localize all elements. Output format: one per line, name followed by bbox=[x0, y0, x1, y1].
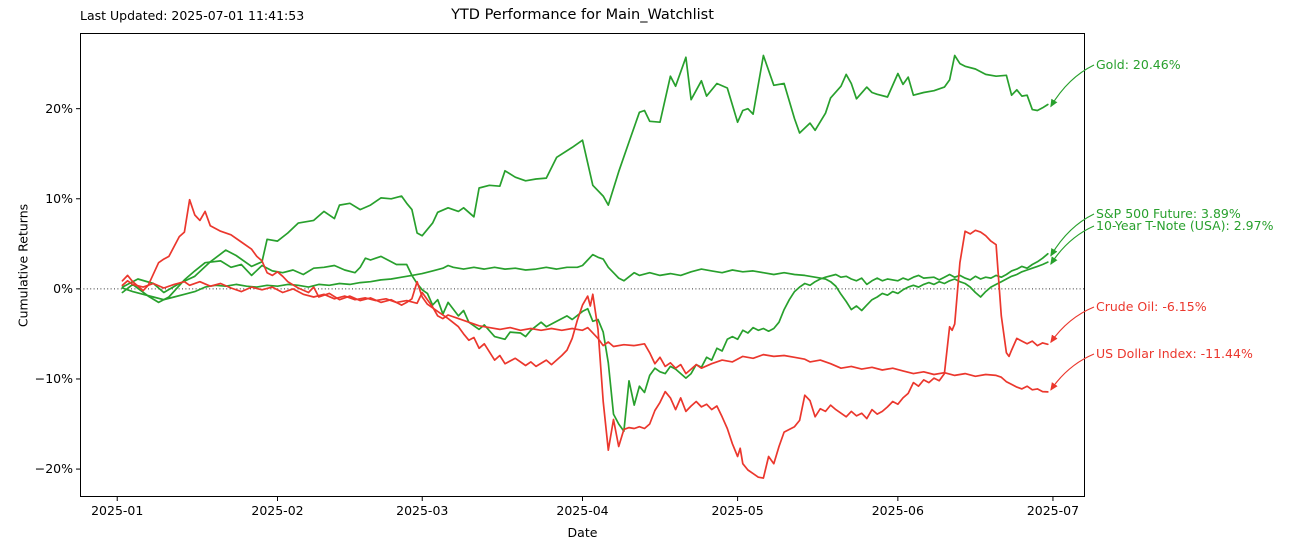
y-tick-label: −20% bbox=[34, 461, 73, 477]
annotation-gold: Gold: 20.46% bbox=[1096, 57, 1181, 72]
x-axis-label: Date bbox=[567, 525, 598, 540]
y-tick-label: 10% bbox=[45, 190, 73, 206]
y-tick-label: 20% bbox=[45, 100, 73, 116]
x-tick-label: 2025-02 bbox=[251, 503, 304, 518]
annotation-crude-oil: Crude Oil: -6.15% bbox=[1096, 299, 1207, 314]
x-tick-label: 2025-06 bbox=[871, 503, 924, 518]
y-tick-label: 0% bbox=[53, 280, 73, 296]
series-line-s-p-500-future bbox=[121, 252, 1049, 433]
x-tick-label: 2025-05 bbox=[711, 503, 764, 518]
x-tick-label: 2025-03 bbox=[396, 503, 449, 518]
annotation-10-year-t-note-usa-: 10-Year T-Note (USA): 2.97% bbox=[1096, 218, 1274, 233]
plot-border bbox=[80, 33, 1085, 497]
annotation-us-dollar-index: US Dollar Index: -11.44% bbox=[1096, 346, 1253, 361]
series-line-gold bbox=[121, 54, 1049, 294]
last-updated-label: Last Updated: 2025-07-01 11:41:53 bbox=[80, 8, 305, 23]
annotation-s-p-500-future: S&P 500 Future: 3.89% bbox=[1096, 206, 1241, 221]
series-line-10-year-t-note-usa- bbox=[121, 253, 1049, 312]
chart-title: YTD Performance for Main_Watchlist bbox=[451, 7, 714, 23]
y-axis-label: Cumulative Returns bbox=[15, 203, 31, 328]
x-tick-label: 2025-07 bbox=[1026, 503, 1080, 518]
x-tick-label: 2025-01 bbox=[91, 503, 144, 518]
annotation-arrow bbox=[1050, 64, 1095, 108]
annotation-arrow bbox=[1050, 353, 1095, 391]
series-line-us-dollar-index bbox=[121, 279, 1049, 393]
x-tick-label: 2025-04 bbox=[556, 503, 609, 518]
series-line-crude-oil bbox=[121, 198, 1049, 479]
y-tick-label: −10% bbox=[34, 370, 73, 386]
annotation-arrow bbox=[1050, 306, 1095, 344]
annotation-arrow bbox=[1050, 225, 1095, 265]
annotation-arrow bbox=[1050, 213, 1095, 257]
